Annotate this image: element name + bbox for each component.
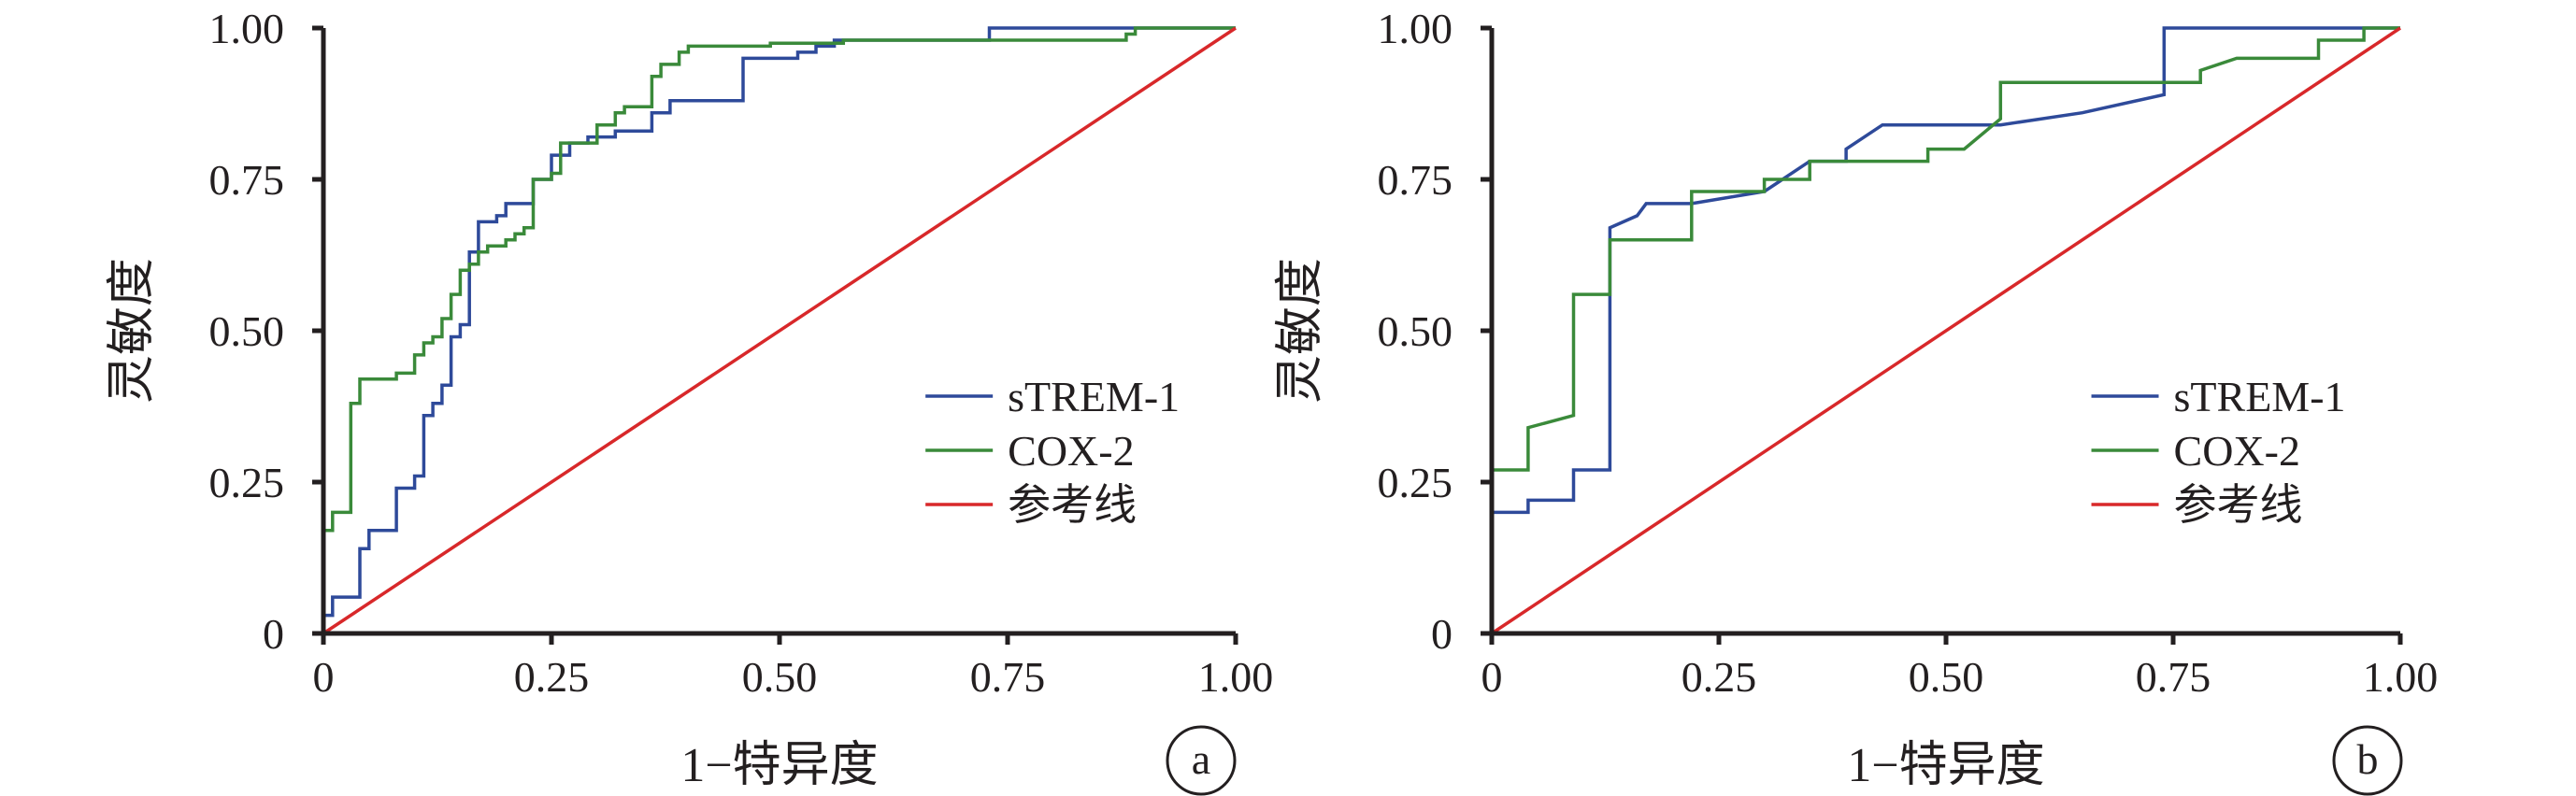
y-tick-label: 0.75 xyxy=(1378,156,1453,204)
panel-b: 0 0.25 0.50 0.75 1.00 0 0.25 0.50 0.75 1.00 1−特异度 灵… xyxy=(1274,5,2439,796)
y-tick-label: 0.25 xyxy=(209,459,285,506)
y-tick-label: 1.00 xyxy=(209,5,285,52)
panel-letter-circle xyxy=(1166,725,1237,796)
x-tick-label: 1.00 xyxy=(2363,653,2439,701)
x-tick-label: 0 xyxy=(313,653,335,701)
y-tick-label: 0 xyxy=(1431,610,1453,658)
legend-label: COX-2 xyxy=(1008,427,1134,475)
x-axis-title: 1−特异度 xyxy=(1847,739,2044,792)
legend: sTREM-1 COX-2 参考线 xyxy=(925,373,1180,529)
y-axis-title: 灵敏度 xyxy=(1274,258,1327,404)
y-tick-label: 0 xyxy=(263,610,284,658)
panel-a: 0 0.25 0.50 0.75 1.00 0 0.25 0.50 0.75 1.00 1−特异度 灵… xyxy=(106,5,1274,796)
y-axis-title: 灵敏度 xyxy=(106,258,159,404)
x-tick-label: 0.75 xyxy=(970,653,1046,701)
series-line-strem-1 xyxy=(322,26,1236,633)
series-line-reference-line xyxy=(322,26,1237,635)
series-line-cox-2 xyxy=(1492,26,2400,472)
x-tick-label: 0.50 xyxy=(1909,653,1984,701)
x-tick-label: 0.25 xyxy=(514,653,590,701)
legend-label: 参考线 xyxy=(1008,481,1137,529)
y-tick-label: 0.75 xyxy=(209,156,285,204)
legend-label: sTREM-1 xyxy=(2174,373,2346,420)
x-tick-label: 0.75 xyxy=(2136,653,2211,701)
panel-letter: a xyxy=(1192,735,1210,783)
y-tick-label: 0.50 xyxy=(1378,307,1453,355)
x-tick-label: 0 xyxy=(1481,653,1503,701)
x-tick-label: 0.25 xyxy=(1682,653,1757,701)
series-line-reference-line xyxy=(1491,26,2401,635)
x-axis-title: 1−特异度 xyxy=(680,739,878,792)
y-tick-label: 0.50 xyxy=(209,307,285,355)
legend-label: 参考线 xyxy=(2174,481,2303,529)
legend-label: sTREM-1 xyxy=(1008,373,1180,420)
panel-letter: b xyxy=(2357,735,2379,783)
series-line-cox-2 xyxy=(322,26,1236,633)
x-tick-label: 0.50 xyxy=(742,653,818,701)
panel-letter-circle xyxy=(2332,725,2403,796)
y-tick-label: 1.00 xyxy=(1378,5,1453,52)
series-line-strem-1 xyxy=(1492,26,2400,515)
x-tick-label: 1.00 xyxy=(1198,653,1274,701)
legend: sTREM-1 COX-2 参考线 xyxy=(2091,373,2346,529)
y-tick-label: 0.25 xyxy=(1378,459,1453,506)
legend-label: COX-2 xyxy=(2174,427,2300,475)
